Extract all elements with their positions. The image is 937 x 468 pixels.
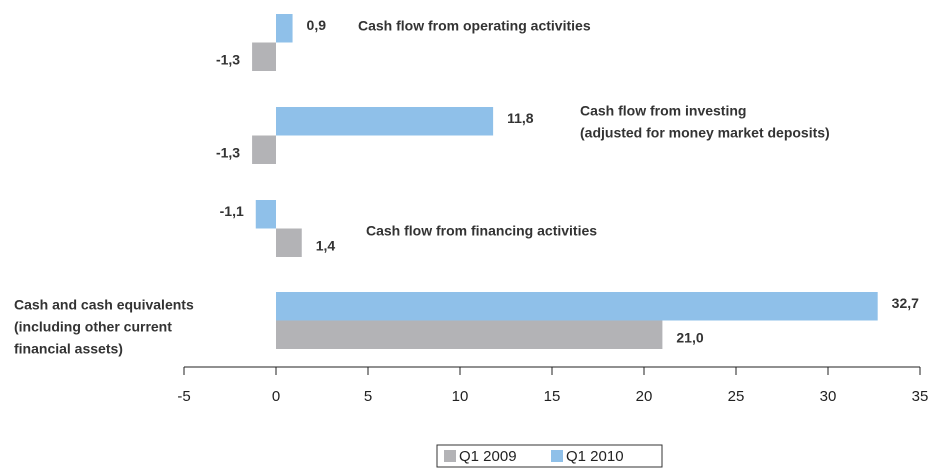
legend-swatch [551,450,563,462]
value-label: 32,7 [892,295,919,311]
legend-swatch [444,450,456,462]
x-tick-label: 25 [728,388,745,405]
bar [252,42,276,71]
category-label: Cash and cash equivalents [14,297,194,313]
x-tick-label: 35 [912,388,929,405]
value-label: -1,1 [220,203,244,219]
x-tick-label: 0 [272,388,280,405]
bar [276,228,302,257]
x-tick-label: -5 [177,388,190,405]
category-label: Cash flow from financing activities [366,223,597,239]
category-label: financial assets) [14,341,123,357]
category-label: (adjusted for money market deposits) [580,125,830,141]
value-label: 0,9 [307,17,327,33]
legend-label: Q1 2010 [566,448,624,465]
value-label: 21,0 [676,329,703,345]
x-tick-label: 5 [364,388,372,405]
x-tick-label: 30 [820,388,837,405]
value-label: 11,8 [507,110,534,126]
x-tick-label: 20 [636,388,653,405]
bar [276,107,494,136]
category-label: Cash flow from operating activities [358,18,591,34]
legend-box [436,444,663,468]
bar [276,292,878,321]
category-label: Cash flow from investing [580,103,746,119]
legend-label: Q1 2009 [459,448,517,465]
x-tick-label: 15 [544,388,561,405]
bar [276,14,293,43]
bar [252,135,276,164]
bar [255,200,276,229]
x-tick-label: 10 [452,388,469,405]
value-label: -1,3 [216,51,240,67]
value-label: 1,4 [316,237,336,253]
bar [276,320,663,349]
category-label: (including other current [14,319,172,335]
value-label: -1,3 [216,144,240,160]
